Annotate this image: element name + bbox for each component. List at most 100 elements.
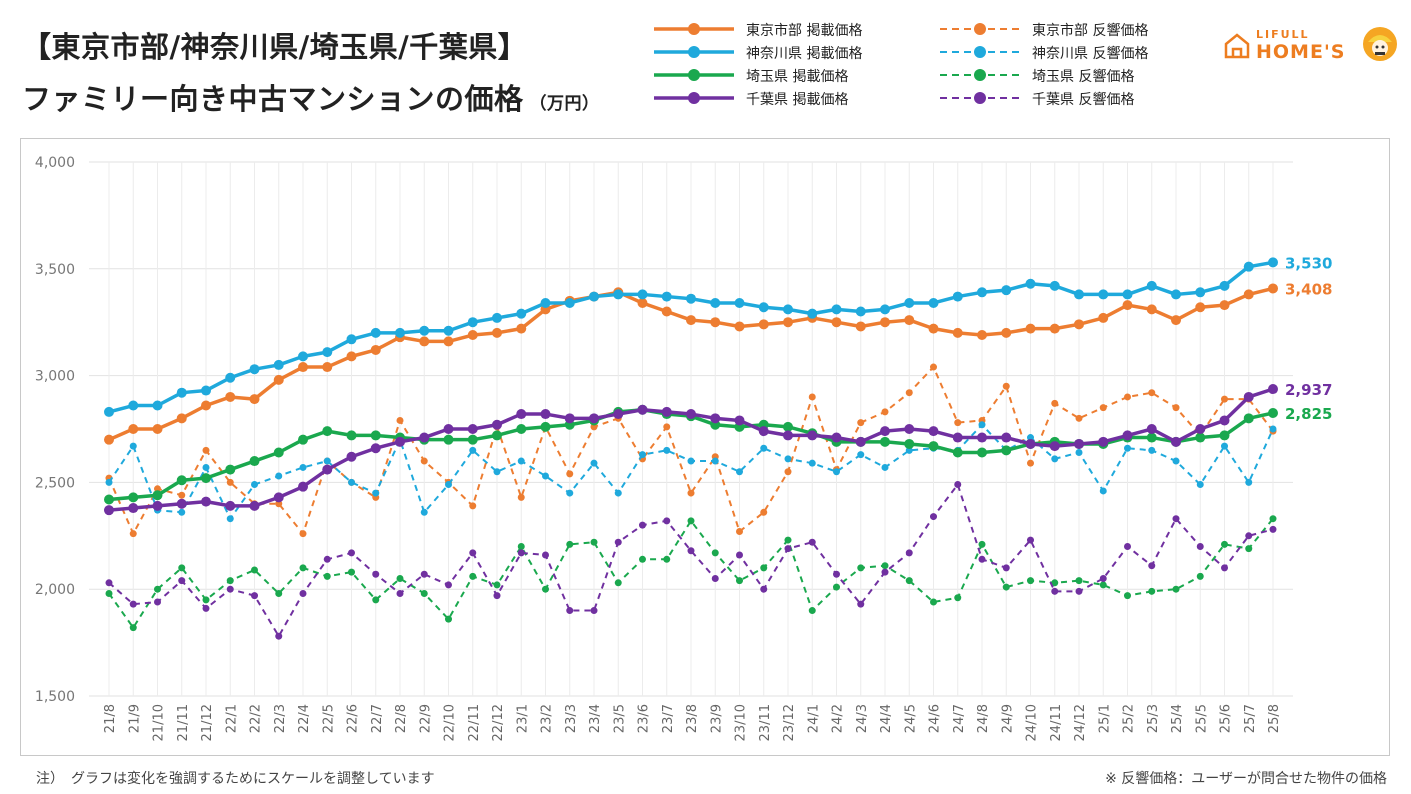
x-tick-label: 25/3 [1146, 704, 1161, 733]
x-tick-label: 22/3 [273, 704, 288, 733]
data-point [1051, 587, 1059, 595]
data-point [637, 289, 648, 300]
data-point [493, 581, 501, 589]
data-point [857, 451, 865, 459]
x-tick-label: 23/5 [612, 704, 627, 733]
data-point [736, 577, 743, 585]
data-point [176, 498, 187, 509]
data-point [152, 424, 163, 434]
data-point [639, 451, 646, 459]
data-point [734, 415, 745, 426]
data-point [152, 400, 163, 411]
data-point [128, 400, 139, 411]
data-point [1025, 278, 1036, 289]
data-point [952, 291, 963, 302]
data-point [710, 297, 721, 308]
data-point [928, 323, 939, 334]
x-tick-label: 23/11 [758, 704, 773, 741]
data-point [639, 521, 646, 529]
data-point [443, 434, 454, 445]
chart-title-line1: 【東京市部/神奈川県/埼玉県/千葉県】 [22, 30, 528, 64]
data-point [857, 564, 865, 572]
data-point [831, 304, 842, 315]
data-point [1196, 572, 1204, 580]
legend-swatch [940, 92, 1020, 104]
data-point [249, 456, 260, 467]
legend-label: 埼玉県 掲載価格 [746, 69, 849, 85]
data-point [566, 607, 574, 615]
data-point [1025, 438, 1036, 449]
data-point [590, 459, 598, 467]
data-point [881, 562, 889, 570]
data-point [1099, 487, 1107, 495]
legend-swatch [940, 69, 1020, 81]
chart-title-main: ファミリー向き中古マンションの価格 [22, 82, 524, 116]
data-point [954, 419, 962, 427]
data-point [589, 413, 599, 424]
data-point [736, 468, 743, 476]
data-point [540, 297, 551, 308]
data-point [517, 457, 525, 465]
data-point [176, 413, 187, 424]
data-point [299, 589, 307, 597]
data-point [661, 406, 672, 417]
data-point [105, 478, 113, 486]
data-point [758, 302, 769, 313]
data-point [251, 566, 258, 574]
legend-label: 神奈川県 反響価格 [1032, 46, 1149, 62]
data-point [952, 447, 963, 458]
legend-label: 千葉県 掲載価格 [746, 92, 849, 108]
data-point [1027, 536, 1034, 544]
y-tick-label: 4,000 [35, 155, 75, 171]
data-point [273, 492, 284, 503]
data-point [637, 404, 648, 415]
data-point [1075, 414, 1083, 422]
data-point [783, 421, 793, 432]
x-tick-label: 22/5 [321, 704, 336, 733]
data-point [1075, 577, 1083, 585]
x-tick-label: 24/2 [831, 704, 846, 733]
data-point [467, 317, 478, 328]
plot-area-frame: 1,500 2,000 2,500 3,000 3,500 4,000 21/8 21/9 21… [20, 138, 1390, 756]
x-tick-label: 25/6 [1219, 704, 1234, 733]
data-point [1219, 415, 1230, 426]
data-point [1243, 261, 1254, 272]
data-point [978, 421, 986, 429]
x-tick-label: 24/5 [903, 704, 918, 733]
data-point [978, 555, 986, 563]
data-point [299, 564, 307, 572]
x-tick-label: 21/8 [103, 704, 118, 733]
data-point [346, 451, 357, 462]
data-point [419, 432, 430, 443]
data-point [467, 330, 478, 341]
data-point [176, 387, 187, 398]
x-tick-label: 22/8 [394, 704, 409, 733]
data-point [855, 306, 866, 317]
x-tick-label: 24/3 [855, 704, 870, 733]
data-point [734, 321, 745, 332]
data-point [1243, 391, 1254, 402]
data-point [129, 624, 137, 632]
data-point [760, 564, 768, 572]
x-tick-label: 22/12 [491, 704, 506, 741]
data-point [1219, 300, 1230, 311]
data-point [760, 585, 768, 593]
data-point [249, 364, 260, 375]
data-point [225, 372, 236, 383]
data-point [201, 496, 211, 507]
data-point [1122, 289, 1133, 300]
data-point [1099, 404, 1107, 412]
data-point [663, 555, 671, 563]
data-point [663, 446, 671, 454]
data-point [346, 334, 357, 345]
data-point [226, 577, 234, 585]
data-point [348, 478, 355, 486]
x-tick-label: 22/10 [443, 704, 458, 741]
data-point [1243, 289, 1254, 300]
x-tick-label: 22/11 [467, 704, 482, 741]
data-point [1195, 287, 1206, 298]
data-point [273, 447, 284, 458]
data-point [370, 344, 381, 355]
data-point [420, 457, 428, 465]
x-tick-label: 23/4 [588, 704, 603, 733]
